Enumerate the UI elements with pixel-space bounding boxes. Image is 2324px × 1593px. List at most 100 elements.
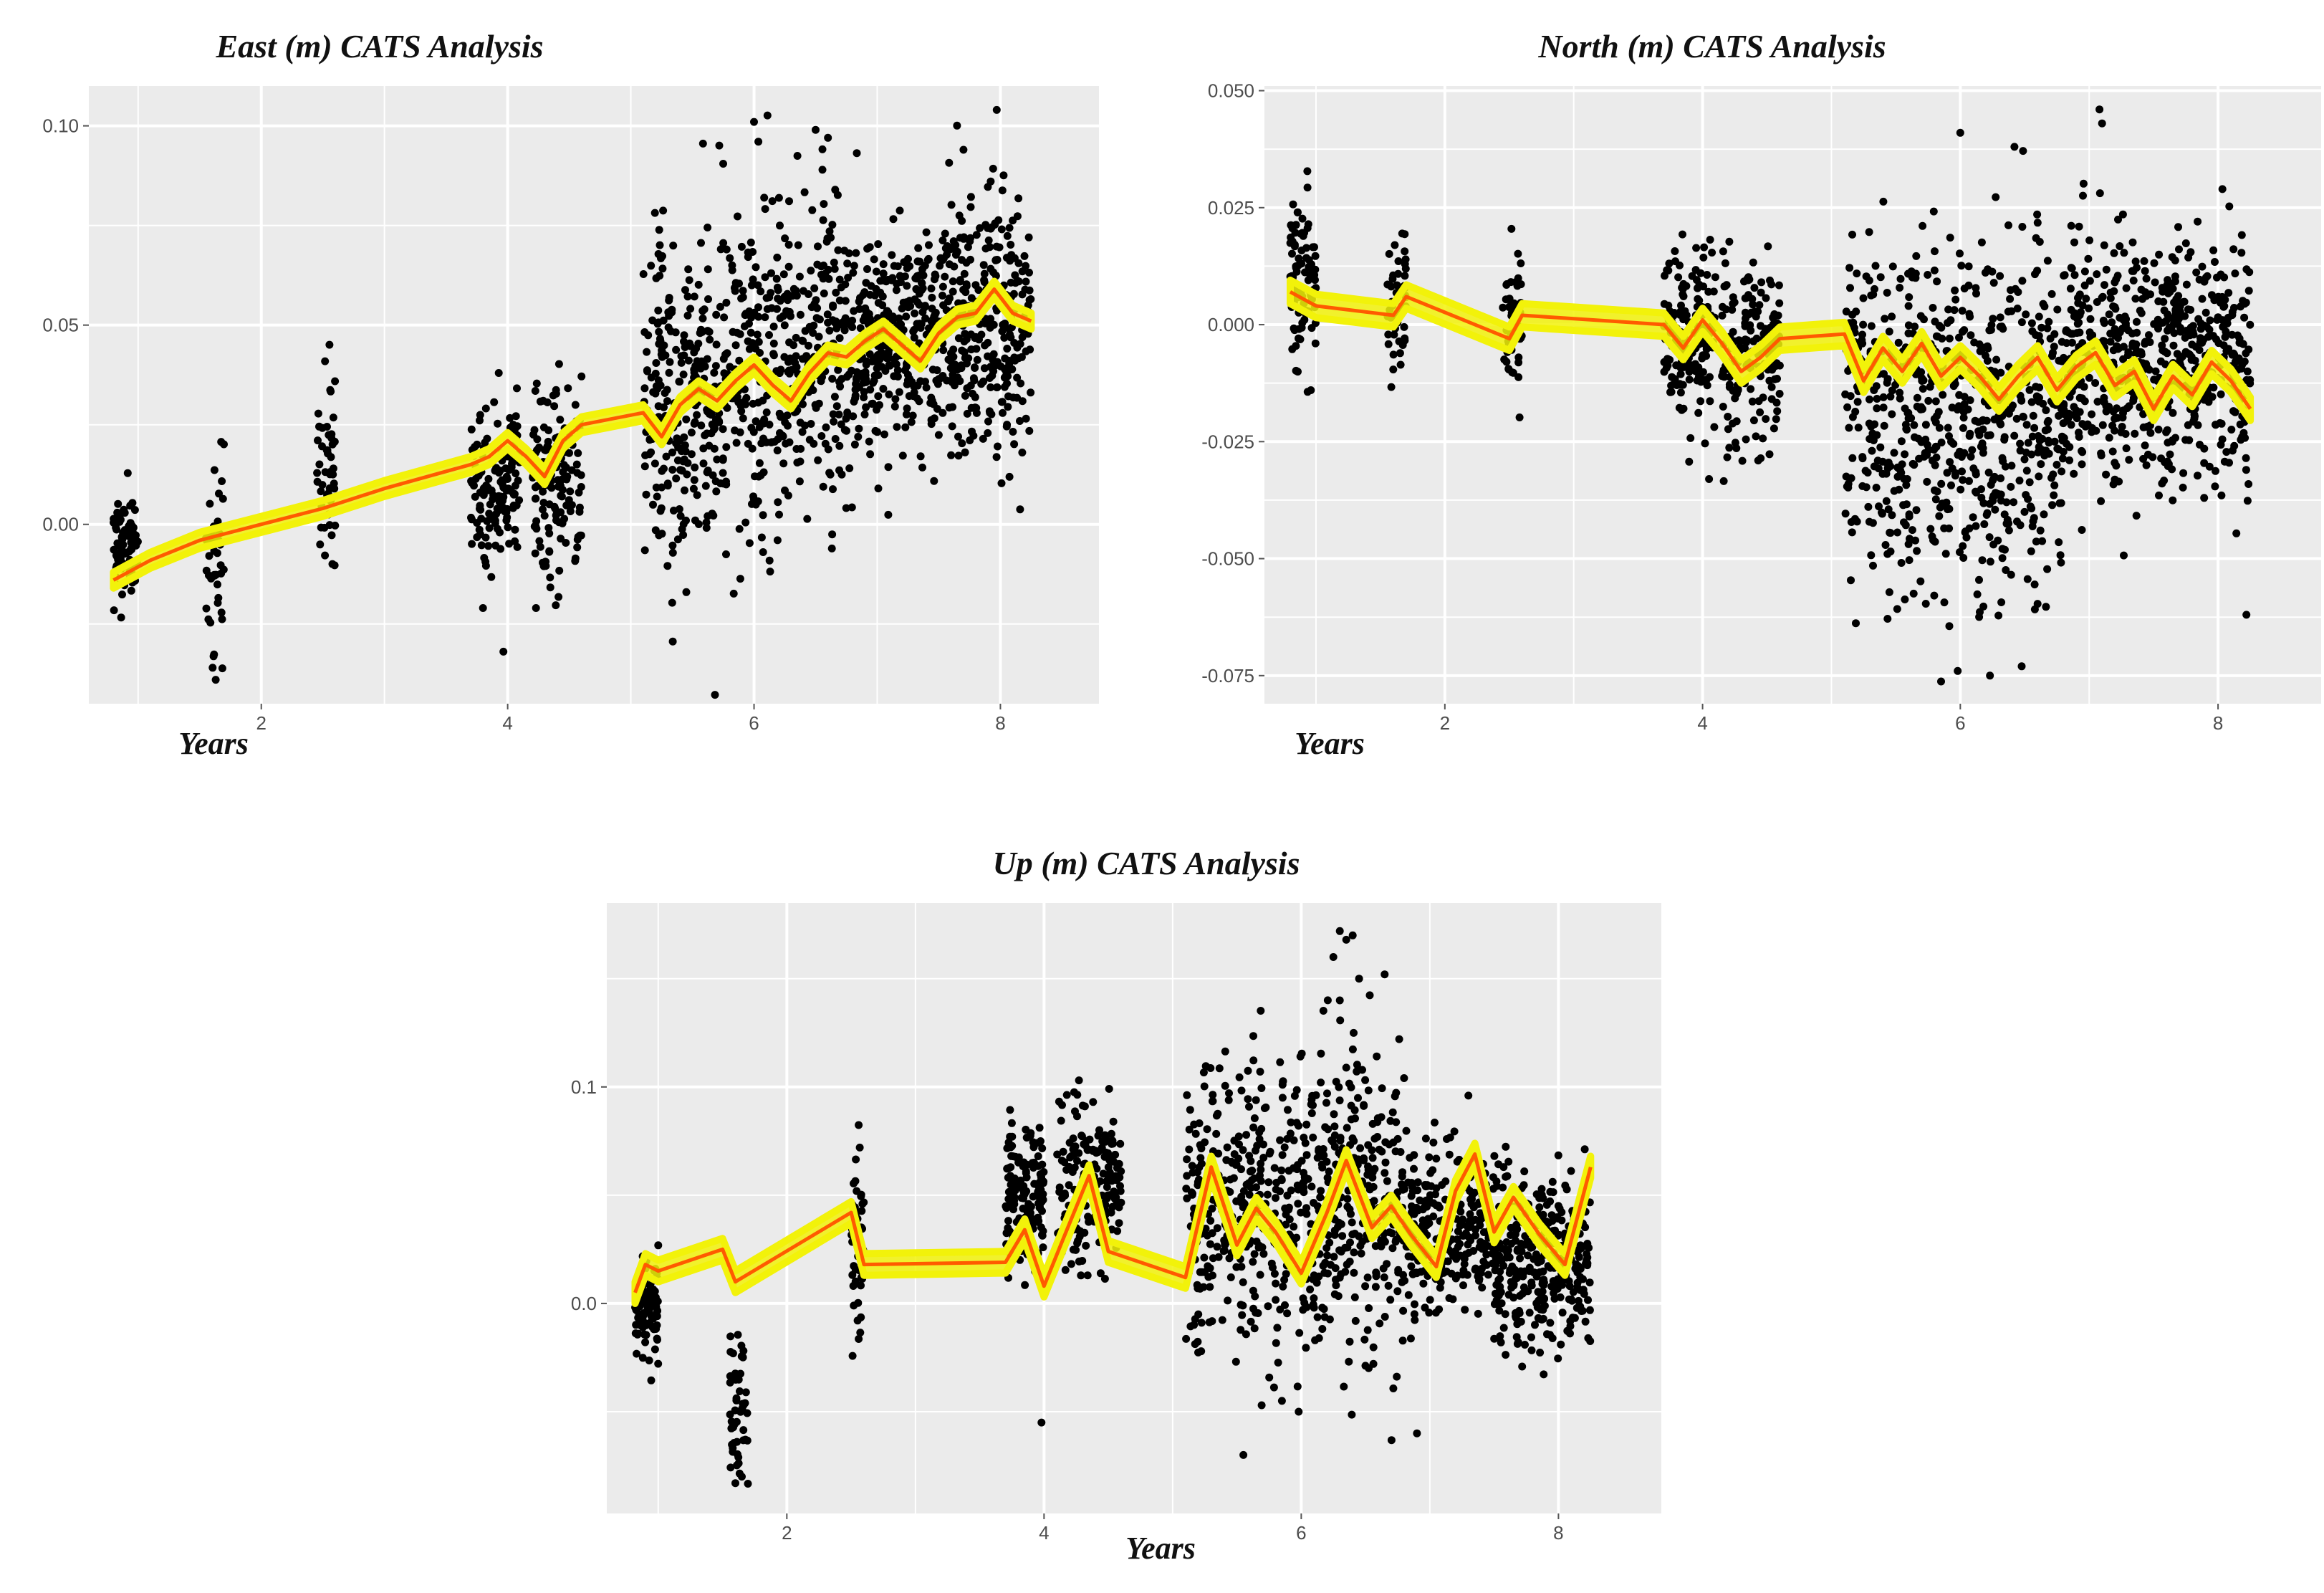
north-data-point <box>2084 254 2093 263</box>
north-data-point <box>1951 286 1959 295</box>
north-data-point <box>2118 423 2126 431</box>
east-data-point <box>1018 449 1027 456</box>
up-data-point <box>641 1338 650 1346</box>
north-data-point <box>2181 348 2190 356</box>
north-data-point <box>1986 558 1994 566</box>
east-data-point <box>711 362 720 370</box>
north-data-point <box>2209 246 2218 254</box>
east-data-point <box>679 531 688 539</box>
north-data-point <box>1853 398 1862 406</box>
east-data-point <box>805 322 814 331</box>
north-data-point <box>1731 394 1739 403</box>
east-data-point <box>668 548 677 557</box>
east-data-point <box>509 501 518 510</box>
east-data-point <box>313 469 322 477</box>
east-data-point <box>755 459 764 467</box>
east-data-point <box>948 422 956 431</box>
east-data-point <box>949 345 958 354</box>
up-data-point <box>1011 1182 1019 1190</box>
east-data-point <box>643 367 651 375</box>
north-data-point <box>1872 382 1881 391</box>
north-data-point <box>1514 274 1522 282</box>
north-data-point <box>1883 615 1892 623</box>
east-data-point <box>753 330 762 339</box>
up-data-point <box>1343 1195 1352 1203</box>
north-data-point <box>1770 375 1779 383</box>
up-data-point <box>1057 1116 1065 1125</box>
east-data-point <box>762 438 771 446</box>
north-data-point <box>1992 355 2001 364</box>
east-data-point <box>532 604 540 612</box>
north-data-point <box>1919 221 1927 230</box>
east-data-point <box>206 618 215 627</box>
north-data-point <box>2027 450 2036 459</box>
up-data-point <box>1411 1300 1418 1309</box>
north-data-point <box>1700 243 1709 252</box>
north-data-point <box>1696 269 1705 277</box>
north-data-point <box>2106 294 2115 302</box>
north-data-point <box>1920 452 1929 461</box>
north-data-point <box>1749 258 1757 267</box>
north-data-point <box>1299 231 1307 240</box>
east-data-point <box>852 380 860 388</box>
north-data-point <box>1940 524 1949 532</box>
north-data-point <box>1923 477 1931 486</box>
east-data-point <box>1010 440 1019 449</box>
north-x-tick-label: 8 <box>2213 712 2223 734</box>
north-data-point <box>1930 591 1939 600</box>
north-data-point <box>2075 433 2083 441</box>
north-data-point <box>2212 467 2219 475</box>
north-data-point <box>1908 459 1917 468</box>
east-data-point <box>792 333 800 342</box>
up-data-point <box>1246 1167 1254 1176</box>
east-data-point <box>964 243 972 252</box>
east-data-point <box>750 118 758 126</box>
north-data-point <box>1706 397 1714 406</box>
north-data-point <box>2128 238 2137 247</box>
north-data-point <box>1941 550 1950 558</box>
north-data-point <box>1846 392 1855 401</box>
east-data-point <box>977 380 986 388</box>
east-data-point <box>825 469 834 477</box>
east-data-point <box>675 378 683 386</box>
east-data-point <box>792 363 801 371</box>
east-data-point <box>774 286 782 295</box>
up-data-point <box>1245 1152 1254 1160</box>
north-data-point <box>2070 238 2078 247</box>
north-data-point <box>1989 315 1997 323</box>
north-data-point <box>2020 507 2029 516</box>
north-data-point <box>1677 301 1685 310</box>
north-data-point <box>2035 312 2043 321</box>
north-data-point <box>1297 247 1306 254</box>
north-data-point <box>2098 119 2106 128</box>
north-data-point <box>1997 420 2005 429</box>
east-data-point <box>564 384 572 393</box>
east-data-point <box>321 551 330 560</box>
north-data-point <box>2067 221 2075 230</box>
east-data-point <box>961 330 969 338</box>
east-data-point <box>907 418 916 426</box>
east-data-point <box>951 360 959 369</box>
up-data-point <box>1189 1168 1197 1177</box>
east-data-point <box>835 334 844 343</box>
east-data-point <box>876 277 885 285</box>
up-data-point <box>1112 1193 1120 1202</box>
up-data-point <box>1342 1063 1350 1072</box>
east-data-point <box>831 186 840 194</box>
up-data-point <box>1348 1045 1357 1053</box>
north-data-point <box>2059 447 2068 456</box>
east-data-point <box>828 375 837 383</box>
east-data-point <box>785 197 793 206</box>
up-data-point <box>1073 1239 1082 1248</box>
east-data-point <box>860 288 869 297</box>
north-data-point <box>2141 338 2149 346</box>
north-data-point <box>1500 355 1509 364</box>
east-data-point <box>126 502 135 510</box>
up-data-point <box>1371 1283 1380 1291</box>
up-data-point <box>1188 1162 1196 1170</box>
east-data-point <box>699 444 708 453</box>
north-data-point <box>2019 147 2027 156</box>
north-data-point <box>1907 414 1916 422</box>
up-data-point <box>1007 1143 1015 1152</box>
east-data-point <box>873 406 880 414</box>
